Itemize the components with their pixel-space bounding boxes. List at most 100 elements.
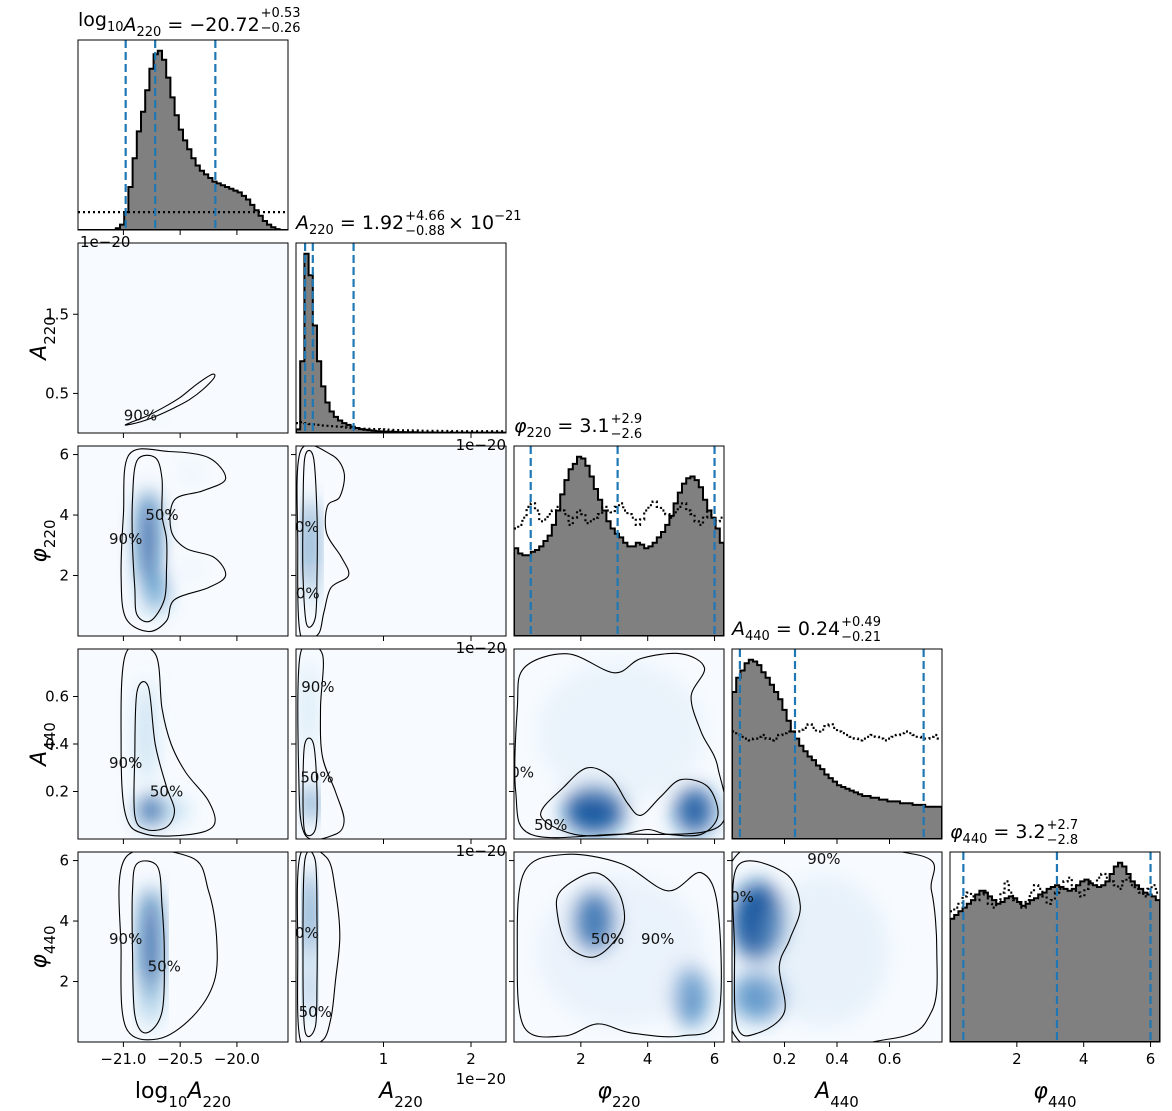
contour-label: 90% xyxy=(807,850,840,868)
panel-frame-0-0 xyxy=(77,39,289,231)
density-panel-4-2: 50% 90% xyxy=(514,852,724,1042)
title-phi440: φ440 = 3.2 xyxy=(950,821,1046,847)
title-upper-error: +0.53 xyxy=(261,6,301,21)
density-blob xyxy=(305,957,315,1018)
density-panel-1-0: 90% xyxy=(78,243,288,433)
title-upper-error: +4.66 xyxy=(405,209,445,224)
contour-90 xyxy=(732,852,938,1042)
contour-90 xyxy=(297,649,345,839)
y-tick-label: 2 xyxy=(59,973,69,991)
x-tick-label: −21.0 xyxy=(100,1050,146,1068)
density-background xyxy=(296,649,506,839)
x-tick-label: 6 xyxy=(1146,1050,1156,1068)
histogram-layer xyxy=(78,40,1160,1042)
contour-label: 90% xyxy=(109,530,142,548)
axis-offset-text: 1e−20 xyxy=(456,1070,506,1088)
title-lower-error: −2.6 xyxy=(611,427,643,442)
contour-50 xyxy=(732,860,801,1037)
y-tick-label: 2 xyxy=(59,567,69,585)
contour-label: 50% xyxy=(145,506,178,524)
density-blob xyxy=(146,413,165,423)
contour-90 xyxy=(120,649,216,837)
density-blob xyxy=(306,784,316,823)
axis-offset-text: 1e−20 xyxy=(456,639,506,657)
title-suffix: × 10−21 xyxy=(448,209,522,234)
axes-layer xyxy=(73,39,1161,1047)
contour-label: 50% xyxy=(591,930,624,948)
x-tick-label: 2 xyxy=(576,1050,586,1068)
density-panel-3-1: 50% 90% xyxy=(296,649,506,839)
posterior-hist xyxy=(950,861,1160,1042)
x-tick-label: 6 xyxy=(710,1050,720,1068)
y-tick-label: 4 xyxy=(59,506,69,524)
contour-50 xyxy=(131,454,168,623)
title-logA220: log10A220 = −20.72 xyxy=(78,9,260,40)
contour-label: 90% xyxy=(109,930,142,948)
y-tick-label: 4 xyxy=(59,912,69,930)
prior-hist xyxy=(732,723,942,742)
x-tick-label: 0.4 xyxy=(825,1050,849,1068)
contour-label: 50% xyxy=(286,585,319,603)
density-blob xyxy=(304,660,313,756)
histogram-A440 xyxy=(732,649,942,839)
histogram-logA220 xyxy=(78,40,288,230)
y-axis-label-A440: A440 xyxy=(27,722,59,768)
contour-label: 90% xyxy=(285,518,318,536)
density-blob xyxy=(674,786,715,835)
text-layer: −21.0 −20.5 −20.0 1 2 2 4 6 0.2 0.4 0.6 2 4 6 0.5 1.5 2 4… xyxy=(27,6,1155,1111)
histogram-phi220 xyxy=(514,446,724,636)
contour-label: 50% xyxy=(721,888,754,906)
contour-90 xyxy=(124,373,216,426)
density-panel-4-0: 50% 90% xyxy=(78,852,288,1042)
y-tick-label: 0.2 xyxy=(45,783,69,801)
prior-hist xyxy=(950,872,1160,913)
density-panel-4-1: 50% 90% xyxy=(285,852,506,1042)
contour-label: 90% xyxy=(501,764,534,782)
posterior-hist xyxy=(514,455,724,636)
panel-frame-4-4 xyxy=(949,851,1161,1043)
panel-frame-2-0 xyxy=(77,445,289,637)
histogram-phi440 xyxy=(950,852,1160,1042)
contour-label: 50% xyxy=(148,957,181,975)
x-axis-label-phi220: φ220 xyxy=(597,1079,640,1111)
density-blob xyxy=(309,572,318,609)
density-blob xyxy=(305,496,315,594)
contour-90 xyxy=(296,852,341,1042)
panel-frame-2-2 xyxy=(513,445,725,637)
panel-frame-4-2 xyxy=(513,851,725,1043)
density-blob xyxy=(537,660,705,804)
y-tick-label: 0.4 xyxy=(45,735,69,753)
title-lower-error: −2.8 xyxy=(1047,833,1079,848)
title-upper-error: +0.49 xyxy=(841,615,881,630)
x-axis-label-logA220: log10A220 xyxy=(135,1079,231,1111)
x-tick-label: 1 xyxy=(379,1050,389,1068)
density-background xyxy=(296,852,506,1042)
contour-label: 90% xyxy=(641,930,674,948)
prior-hist xyxy=(514,500,724,530)
contour-90 xyxy=(118,852,218,1041)
contour-label: 90% xyxy=(285,924,318,942)
density-panel-2-1: 50% 90% xyxy=(285,446,506,636)
contour-50 xyxy=(131,860,165,1034)
density-blob xyxy=(141,887,160,1003)
contour-90 xyxy=(516,853,722,1038)
x-axis-label-A220: A220 xyxy=(377,1079,423,1111)
density-blob xyxy=(143,569,167,612)
y-axis-label-phi220: φ220 xyxy=(27,519,59,562)
x-tick-label: 0.2 xyxy=(773,1050,797,1068)
x-tick-label: 4 xyxy=(1079,1050,1089,1068)
title-lower-error: −0.26 xyxy=(261,21,301,36)
density-blob xyxy=(305,869,315,961)
density-blob xyxy=(139,796,162,825)
density-blob xyxy=(180,560,203,579)
density-blob xyxy=(180,462,203,484)
density-blob xyxy=(537,875,705,1027)
title-lower-error: −0.88 xyxy=(405,224,445,239)
contour-label: 90% xyxy=(109,754,142,772)
y-axis-label-phi440: φ440 xyxy=(27,925,59,968)
contour-50 xyxy=(302,449,318,628)
title-A440: A440 = 0.24 xyxy=(730,618,840,644)
contour-50 xyxy=(540,766,719,837)
contour-label: 50% xyxy=(299,1003,332,1021)
